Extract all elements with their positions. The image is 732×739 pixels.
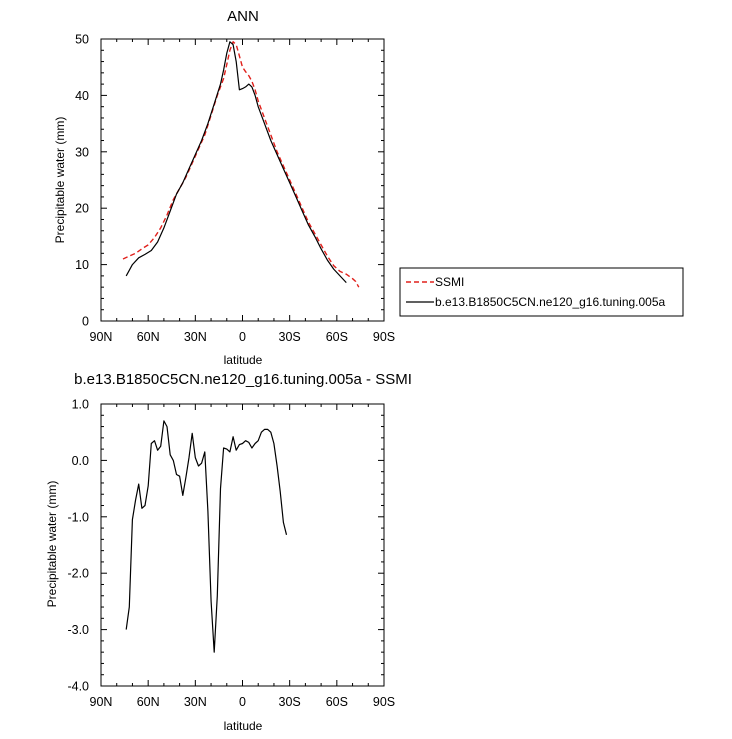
top-x-axis-label: latitude [224,353,263,367]
legend-entry-ssmi: SSMI [435,275,464,289]
top-x-tick-label: 90N [90,330,113,344]
top-panel: ANN Precipitable water (mm) latitude 90N… [53,8,395,367]
bottom-y-tick-label: -4.0 [67,680,89,694]
top-x-tick-label: 90S [373,330,395,344]
bottom-x-tick-label: 60N [137,695,160,709]
bottom-y-tick-label: -2.0 [67,567,89,581]
bottom-x-axis-label: latitude [224,719,263,733]
top-series-lines [122,41,360,288]
top-y-axis-label: Precipitable water (mm) [53,117,67,244]
legend-box [399,267,684,317]
bottom-y-tick-label: 0.0 [72,454,89,468]
bottom-y-tick-label: 1.0 [72,398,89,412]
top-y-tick-label: 50 [75,33,89,47]
bottom-y-axis-label: Precipitable water (mm) [45,481,59,608]
top-plot-frame [100,38,385,322]
top-y-tick-label: 20 [75,202,89,216]
bottom-ticks: 90N 60N 30N 0 30S 60S 90S -4.0 -3.0 -2.0 -1.0 0.0 1.… [67,398,395,710]
bottom-plot-frame [100,403,385,687]
bottom-x-tick-label: 0 [239,695,246,709]
bottom-x-tick-label: 90N [90,695,113,709]
top-x-tick-label: 0 [239,330,246,344]
top-series-line-ssmi [122,41,360,288]
bottom-panel: b.e13.B1850C5CN.ne120_g16.tuning.005a - … [45,371,412,733]
bottom-x-tick-label: 30N [184,695,207,709]
top-chart-title: ANN [227,8,259,25]
bottom-x-tick-label: 30S [279,695,301,709]
top-series-line-model [125,41,347,284]
bottom-series-line-model [125,420,288,653]
bottom-y-tick-label: -1.0 [67,510,89,524]
top-y-tick-label: 10 [75,258,89,272]
legend-entry-model: b.e13.B1850C5CN.ne120_g16.tuning.005a [435,295,666,309]
legend: SSMI b.e13.B1850C5CN.ne120_g16.tuning.00… [399,267,684,317]
top-y-tick-label: 0 [82,315,89,329]
top-y-tick-label: 30 [75,145,89,159]
top-x-tick-label: 30N [184,330,207,344]
bottom-y-tick-label: -3.0 [67,623,89,637]
top-x-tick-label: 30S [279,330,301,344]
bottom-chart-title: b.e13.B1850C5CN.ne120_g16.tuning.005a - … [74,371,412,388]
bottom-x-tick-label: 60S [326,695,348,709]
top-x-tick-label: 60N [137,330,160,344]
top-y-tick-label: 40 [75,89,89,103]
bottom-series-lines [125,420,288,653]
bottom-x-tick-label: 90S [373,695,395,709]
top-x-tick-label: 60S [326,330,348,344]
top-ticks: 90N 60N 30N 0 30S 60S 90S 0 10 20 30 40 50 [75,33,395,345]
